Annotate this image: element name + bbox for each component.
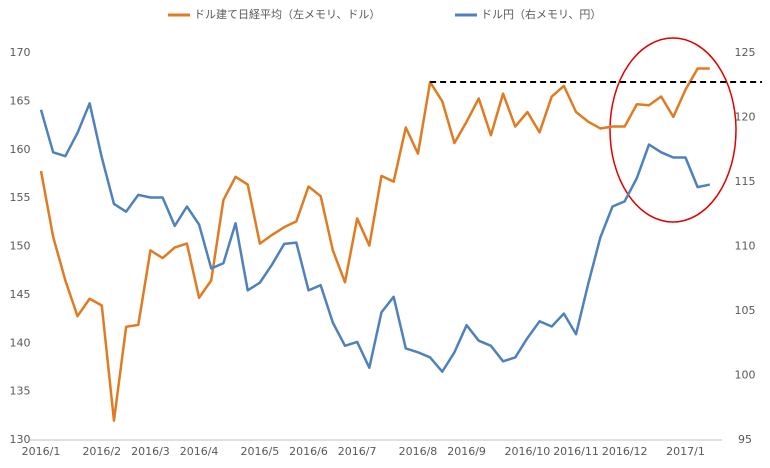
y-tick-label: 135 xyxy=(10,385,31,398)
y2-tick-label: 95 xyxy=(738,433,752,446)
legend-label: ドル円（右メモリ、円） xyxy=(481,7,601,21)
y2-tick-label: 125 xyxy=(735,46,756,59)
series-line xyxy=(39,67,710,422)
y-tick-label: 130 xyxy=(10,433,31,446)
x-tick-label: 2016/12 xyxy=(602,445,648,458)
y2-tick-label: 120 xyxy=(735,111,756,124)
y-tick-label: 170 xyxy=(10,46,31,59)
y-tick-label: 140 xyxy=(10,336,31,349)
x-tick-label: 2016/2 xyxy=(82,445,121,458)
highlight-ellipse xyxy=(609,37,737,223)
y-tick-label: 150 xyxy=(10,240,31,253)
y2-tick-label: 115 xyxy=(735,175,756,188)
y2-tick-label: 100 xyxy=(735,369,756,382)
y2-tick-label: 105 xyxy=(735,304,756,317)
y-tick-label: 145 xyxy=(10,288,31,301)
legend-label: ドル建て日経平均（左メモリ、ドル） xyxy=(194,7,380,21)
x-tick-label: 2016/11 xyxy=(553,445,599,458)
x-tick-label: 2017/1 xyxy=(666,445,705,458)
x-tick-label: 2016/7 xyxy=(338,445,377,458)
x-tick-label: 2016/1 xyxy=(22,445,61,458)
x-tick-label: 2016/5 xyxy=(241,445,280,458)
y2-tick-label: 110 xyxy=(735,240,756,253)
x-tick-label: 2016/10 xyxy=(505,445,551,458)
x-tick-label: 2016/9 xyxy=(447,445,486,458)
x-tick-label: 2016/8 xyxy=(399,445,438,458)
series-line xyxy=(39,102,711,373)
y-tick-label: 160 xyxy=(10,143,31,156)
x-tick-label: 2016/3 xyxy=(131,445,170,458)
y-tick-label: 155 xyxy=(10,191,31,204)
x-tick-label: 2016/4 xyxy=(180,445,219,458)
x-tick-label: 2016/6 xyxy=(289,445,328,458)
y-tick-label: 165 xyxy=(10,94,31,107)
